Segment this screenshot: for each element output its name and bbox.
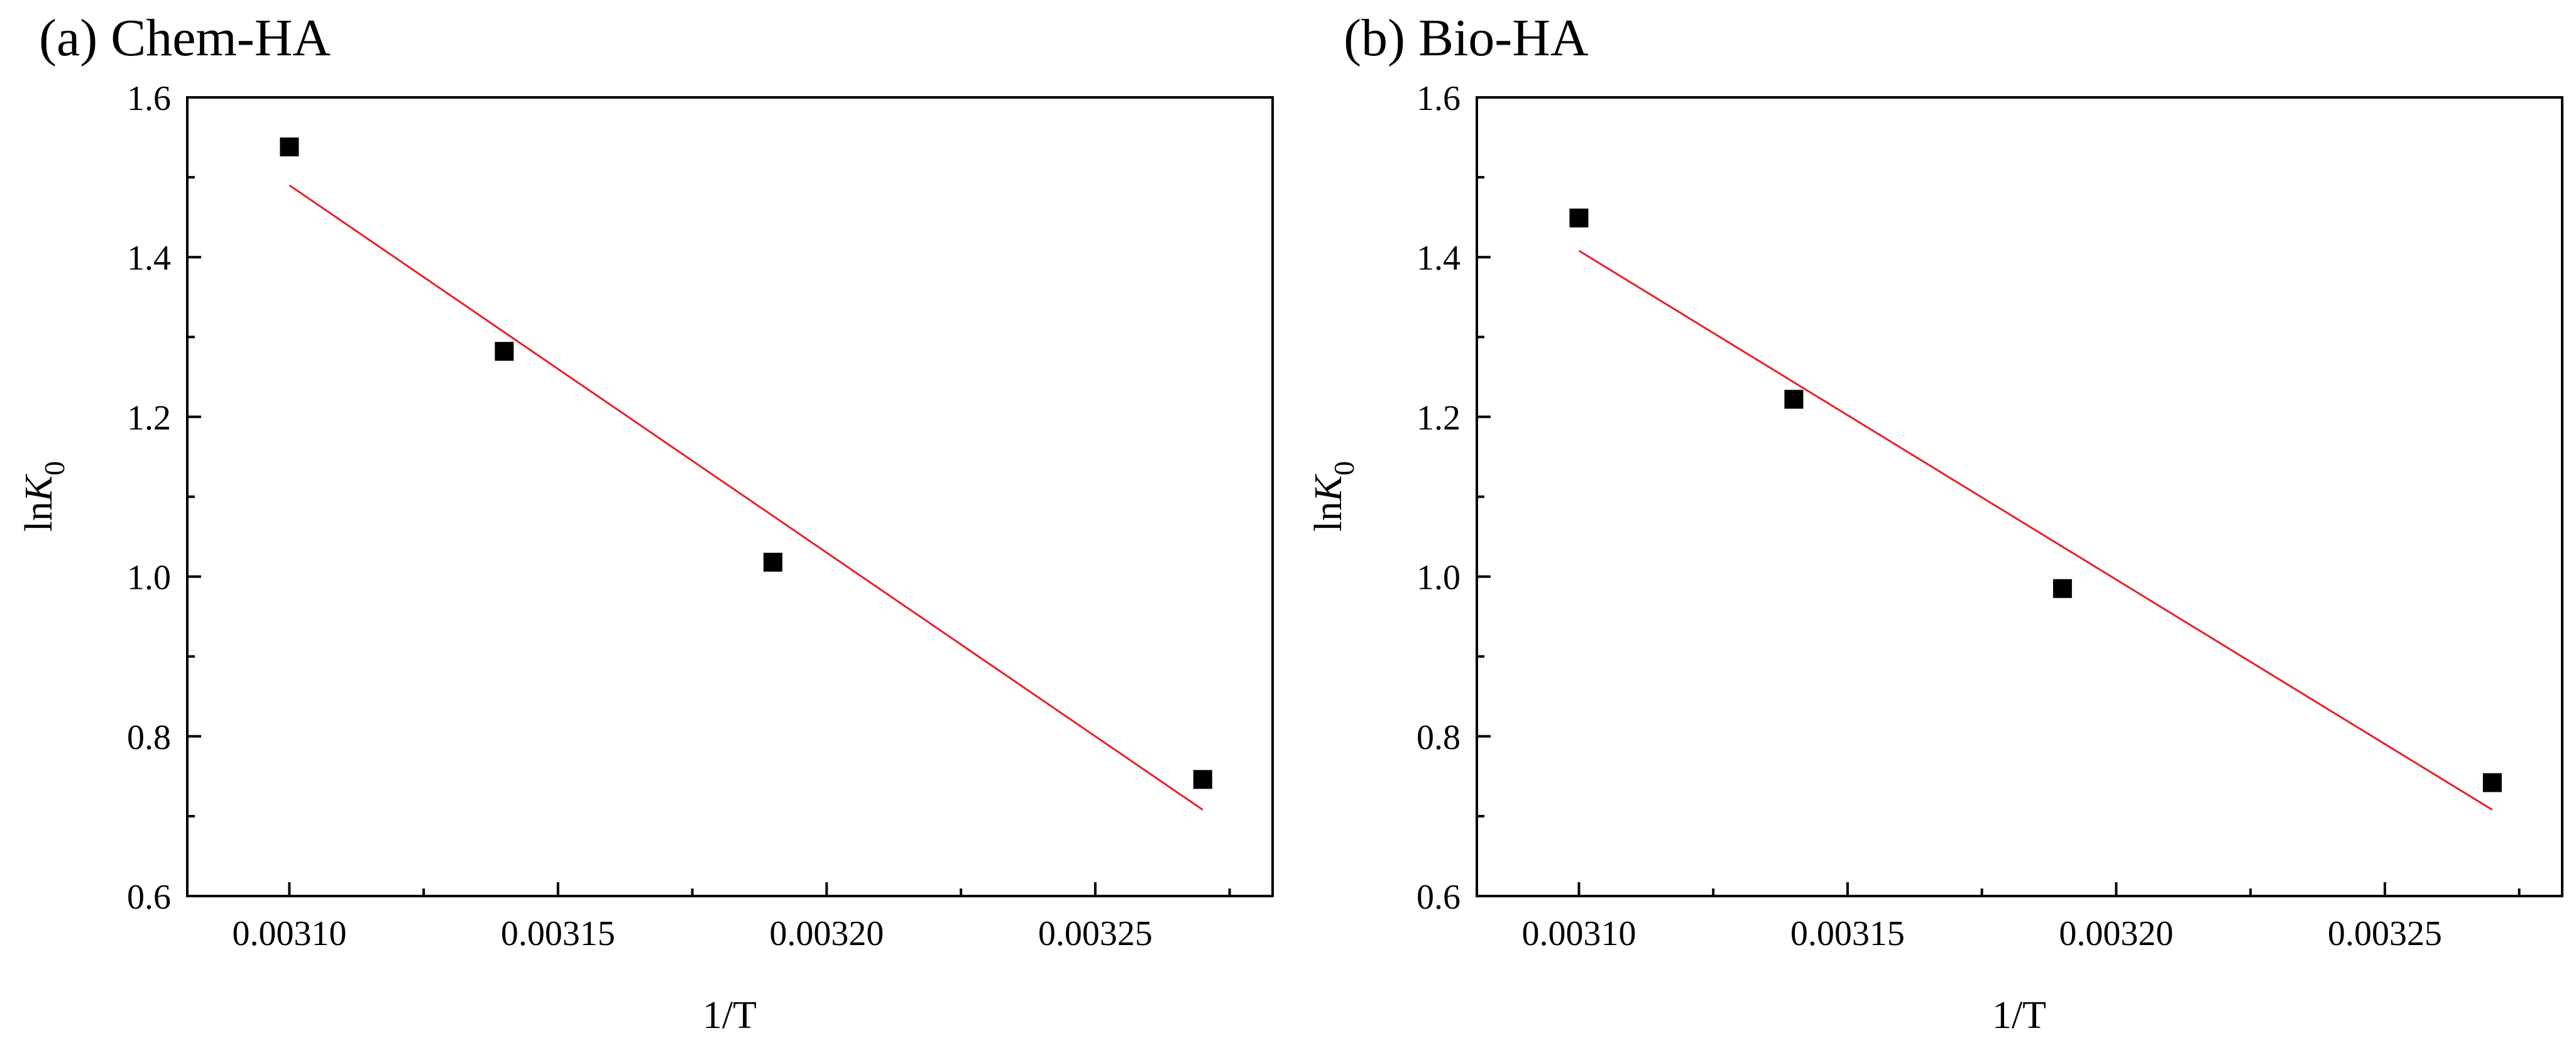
panel-a-x-ticks: 0.00310 0.00315 0.00320 0.00325 <box>232 914 1152 953</box>
panel-a-y-tick-label: 1.6 <box>127 79 171 118</box>
panel-b-x-tick-label: 0.00315 <box>1790 914 1905 953</box>
panel-a-data-point <box>495 342 514 361</box>
panel-b-title: (b) Bio-HA <box>1344 9 1589 67</box>
panel-b-x-tick-label: 0.00320 <box>2059 914 2173 953</box>
panel-b-data-point <box>1569 208 1589 227</box>
panel-a-x-tick-label: 0.00315 <box>501 914 615 953</box>
panel-a-plot-frame <box>186 96 1274 897</box>
panel-b-data-point <box>2482 773 2502 792</box>
panel-a: (a) Chem-HA 0.00310 0.00315 0.00320 0.00… <box>18 9 1274 1037</box>
panel-a-y-label-prefix: ln <box>18 501 60 532</box>
panel-b-y-axis-label: lnK0 <box>1307 461 1360 532</box>
panel-a-y-label-symbol: K <box>18 473 60 502</box>
panel-b-x-axis-label: 1/T <box>1992 994 2046 1037</box>
panel-b-y-tick-label: 1.2 <box>1417 398 1461 437</box>
panel-b-y-tick-label: 1.6 <box>1417 79 1461 118</box>
panel-b-y-tick-label: 0.8 <box>1417 718 1461 757</box>
panel-b-data-point <box>1784 390 1804 409</box>
panel-a-y-tick-label: 0.8 <box>127 718 171 757</box>
panel-b: (b) Bio-HA 0.00310 0.00315 0.00320 0.003… <box>1307 9 2563 1037</box>
panel-b-y-tick-label: 1.0 <box>1417 559 1461 598</box>
panel-a-fit-line <box>288 184 1203 811</box>
panel-b-y-label-prefix: ln <box>1307 501 1350 532</box>
panel-a-x-tick-label: 0.00310 <box>232 914 346 953</box>
panel-a-y-tick-label: 1.4 <box>127 239 171 278</box>
panel-a-y-tick-label: 1.0 <box>127 559 171 598</box>
panel-a-data-point <box>1193 770 1212 789</box>
panel-a-title: (a) Chem-HA <box>39 9 331 67</box>
panel-b-y-label-symbol: K <box>1307 473 1350 502</box>
panel-a-y-label-subscript: 0 <box>38 461 70 476</box>
panel-b-fit-line <box>1578 249 2493 811</box>
panel-b-x-tick-label: 0.00310 <box>1521 914 1636 953</box>
panel-a-x-axis-label: 1/T <box>703 994 757 1037</box>
panel-b-y-label-subscript: 0 <box>1328 461 1360 476</box>
panel-a-data-point <box>763 552 782 572</box>
panel-b-x-ticks: 0.00310 0.00315 0.00320 0.00325 <box>1521 914 2442 953</box>
panel-a-x-tick-label: 0.00320 <box>769 914 884 953</box>
panel-b-plot-frame <box>1476 96 2563 897</box>
panel-b-x-tick-label: 0.00325 <box>2328 914 2442 953</box>
panel-a-y-axis-label: lnK0 <box>18 461 70 532</box>
panel-b-y-ticks: 0.6 0.8 1.0 1.2 1.4 1.6 <box>1417 79 1461 917</box>
panel-b-y-tick-label: 1.4 <box>1417 239 1461 278</box>
panel-a-y-tick-label: 1.2 <box>127 398 171 437</box>
panel-a-data-point <box>280 137 299 156</box>
panel-b-y-tick-label: 0.6 <box>1417 878 1461 917</box>
panel-a-y-tick-label: 0.6 <box>127 878 171 917</box>
panel-b-data-point <box>2053 579 2072 598</box>
panel-a-x-tick-label: 0.00325 <box>1038 914 1153 953</box>
panel-a-y-ticks: 0.6 0.8 1.0 1.2 1.4 1.6 <box>127 79 171 917</box>
